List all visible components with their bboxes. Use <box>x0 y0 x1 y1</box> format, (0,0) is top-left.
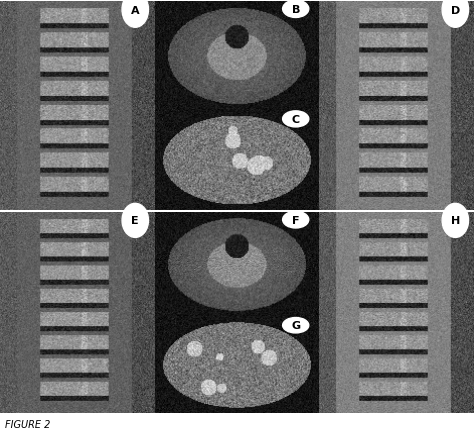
Text: FIGURE 2: FIGURE 2 <box>5 419 50 429</box>
Text: E: E <box>131 216 139 226</box>
Circle shape <box>283 318 309 333</box>
Text: H: H <box>451 216 460 226</box>
Text: C: C <box>292 115 300 125</box>
Text: G: G <box>291 320 300 330</box>
Circle shape <box>122 0 148 28</box>
Circle shape <box>283 212 309 228</box>
Circle shape <box>442 0 469 28</box>
Circle shape <box>283 1 309 18</box>
Circle shape <box>283 111 309 128</box>
Circle shape <box>122 204 148 238</box>
Text: A: A <box>131 6 139 15</box>
Text: D: D <box>451 6 460 15</box>
Text: F: F <box>292 215 300 225</box>
Text: B: B <box>292 5 300 15</box>
Circle shape <box>442 204 469 238</box>
